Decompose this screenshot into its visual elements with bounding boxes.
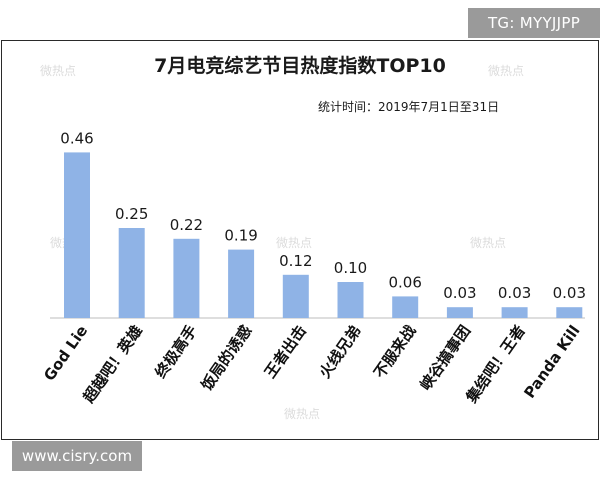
bar-7 — [392, 296, 419, 318]
chart-title: 7月电竞综艺节目热度指数TOP10 — [154, 54, 446, 77]
bar-6 — [337, 282, 364, 318]
bar-4 — [228, 249, 255, 318]
category-label-1: God Lie — [40, 322, 91, 384]
bar-9 — [501, 307, 528, 318]
category-label-8: 峡谷搞事团 — [416, 322, 474, 394]
value-label-3: 0.22 — [170, 216, 203, 234]
category-label-10: Panda Kill — [520, 322, 583, 402]
value-label-6: 0.10 — [334, 259, 367, 277]
category-label-3: 终极高手 — [152, 322, 201, 381]
bar-2 — [118, 228, 145, 318]
value-label-9: 0.03 — [498, 284, 531, 302]
value-label-1: 0.46 — [60, 129, 93, 147]
watermark-4: 微热点 — [276, 236, 312, 250]
corner-tag-top: TG: MYYJJPP — [468, 8, 600, 38]
category-label-6: 火线兄弟 — [316, 322, 365, 381]
value-label-5: 0.12 — [279, 252, 312, 270]
bar-8 — [446, 307, 473, 318]
bars-group — [64, 152, 583, 318]
bar-1 — [64, 152, 90, 318]
chart-frame — [1, 40, 599, 440]
watermark-5: 微热点 — [470, 236, 506, 250]
value-label-8: 0.03 — [443, 284, 476, 302]
category-label-4: 饭局的诱惑 — [197, 322, 255, 395]
value-labels-group: 0.46 0.25 0.22 0.19 0.12 0.10 0.06 0.03 0.03 0.03 — [60, 129, 586, 302]
watermark-2: 微热点 — [488, 64, 524, 78]
value-label-4: 0.19 — [224, 227, 257, 245]
corner-tag-bottom: www.cisry.com — [12, 441, 142, 471]
value-label-2: 0.25 — [115, 205, 148, 223]
category-label-7: 不服来战 — [370, 322, 419, 381]
bar-10 — [556, 307, 583, 318]
watermark-1: 微热点 — [40, 64, 76, 78]
chart-subtitle: 统计时间：2019年7月1日至31日 — [318, 100, 499, 114]
bar-5 — [282, 274, 309, 318]
category-label-5: 王者出击 — [261, 322, 310, 381]
watermark-6: 微热点 — [284, 407, 320, 421]
value-label-10: 0.03 — [553, 284, 586, 302]
value-label-7: 0.06 — [388, 273, 421, 291]
bar-3 — [173, 238, 200, 318]
